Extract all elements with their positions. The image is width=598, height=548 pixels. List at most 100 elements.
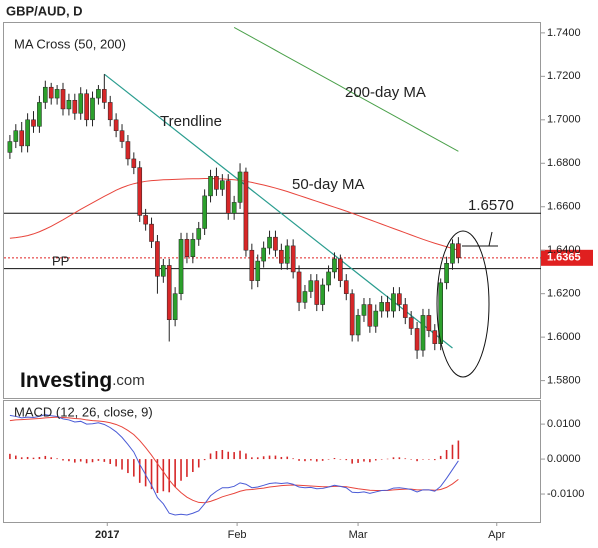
candle-body [261, 247, 266, 262]
last-price-label: 1.6365 [547, 252, 581, 264]
histogram-bar [351, 459, 353, 464]
candle-body [296, 271, 302, 303]
histogram-bar [333, 458, 336, 460]
macd-panel [3, 400, 541, 523]
candle-body [131, 158, 137, 168]
histogram-bar [115, 459, 117, 467]
histogram-bar [144, 459, 147, 487]
histogram-bar [9, 453, 11, 460]
histogram-bar [103, 459, 106, 462]
candle-body [338, 258, 343, 281]
candle-body [279, 249, 284, 264]
candle-body [113, 119, 119, 131]
histogram-bar [127, 459, 129, 474]
candle-body [137, 167, 143, 216]
price-plot [4, 26, 541, 359]
candle-body [161, 265, 166, 277]
candle-body [284, 245, 290, 264]
histogram-bar [215, 451, 218, 460]
histogram-bar [280, 456, 283, 460]
candle-body [72, 99, 78, 114]
candle-body [361, 304, 367, 316]
y-tick-label: -0.0100 [547, 488, 584, 500]
histogram-bar [392, 457, 395, 460]
candle-body [13, 130, 19, 142]
candle-body [343, 280, 349, 294]
histogram-bar [26, 456, 29, 460]
histogram-bar [268, 455, 271, 460]
axes: 1.6365 1.5800 1.6000 1.6200 1.6400 1.6600 1.68… [95, 27, 593, 541]
histogram-bar [416, 459, 418, 462]
histogram-bar [274, 455, 277, 460]
histogram-bar [50, 457, 53, 460]
histogram-bar [138, 459, 141, 483]
candle-body [155, 241, 160, 277]
candle-body [408, 317, 414, 329]
histogram-bar [262, 456, 265, 460]
macd-line [9, 414, 459, 516]
candle-body [184, 239, 190, 257]
brand-suffix: .com [112, 372, 145, 389]
histogram-bar [245, 453, 247, 460]
histogram-bar [433, 459, 436, 461]
candle-body [444, 262, 449, 284]
last-price-box [541, 249, 593, 266]
histogram-bar [74, 459, 76, 463]
candle-body [37, 102, 42, 127]
ma-label: 200-day MA [345, 84, 426, 101]
level-label: PP [52, 253, 69, 268]
x-tick-label: Mar [349, 529, 368, 541]
histogram-bar [445, 449, 448, 460]
candle-body [273, 236, 278, 251]
candle-body [178, 239, 184, 294]
candle-body [166, 265, 172, 321]
histogram-bar [339, 459, 342, 460]
histogram-bar [428, 459, 430, 460]
candle-body [31, 119, 36, 127]
candle-body [267, 236, 272, 249]
histogram-bar [227, 451, 230, 460]
candle-body [125, 141, 131, 160]
histogram-bar [68, 459, 70, 462]
brand: Investing.com [20, 369, 145, 392]
histogram-bar [168, 459, 171, 493]
candle-body [355, 315, 361, 336]
y-tick-label: 0.0100 [547, 418, 581, 430]
y-tick-label: 1.6600 [547, 201, 581, 213]
trendline-label: Trendline [160, 113, 222, 130]
histogram-bar [180, 459, 182, 481]
price-panel [3, 22, 541, 399]
candle-body [231, 202, 237, 214]
histogram-bar [174, 459, 176, 488]
y-tick-label: 0.0000 [547, 453, 581, 465]
histogram-bar [97, 459, 100, 461]
histogram-bar [85, 459, 88, 464]
candle-body [456, 243, 461, 259]
panel-label: MA Cross (50, 200) [14, 36, 126, 51]
candle-body [237, 171, 243, 203]
histogram-bar [209, 453, 212, 460]
candle-body [149, 223, 154, 242]
y-tick-label: 1.6800 [547, 157, 581, 169]
candle-body [450, 243, 455, 264]
candle-body [96, 89, 101, 99]
histogram-bar [186, 459, 188, 477]
candle-body [426, 315, 432, 331]
y-tick-label: 1.7400 [547, 27, 581, 39]
candle-body [432, 330, 438, 344]
histogram-bar [192, 459, 194, 473]
histogram-bar [374, 459, 377, 461]
candle-body [84, 93, 89, 121]
y-tick-label: 1.6200 [547, 288, 581, 300]
y-tick-label: 1.5800 [547, 375, 581, 387]
histogram-bar [91, 459, 94, 463]
histogram-bar [121, 459, 123, 470]
histogram-bar [233, 452, 235, 460]
candle-body [391, 293, 396, 312]
candle-body [314, 280, 320, 305]
highlight-ellipse [436, 230, 490, 378]
candle-body [290, 245, 296, 273]
histogram-bar [386, 458, 389, 460]
candle-body [349, 293, 355, 336]
candle-body [66, 99, 72, 110]
